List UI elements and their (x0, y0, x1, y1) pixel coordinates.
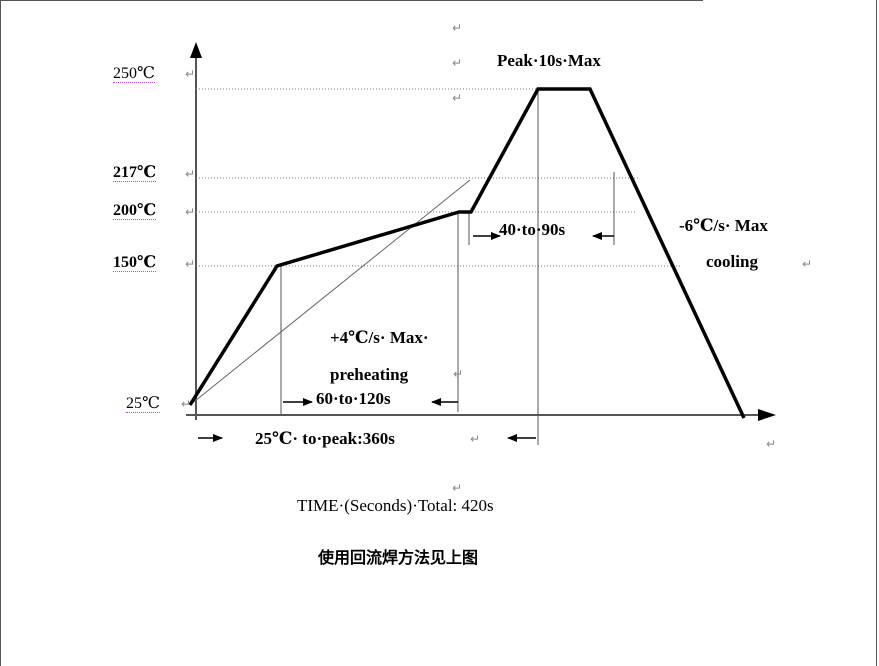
frame-left-border (0, 0, 1, 666)
temp-label-250: 250℃ (113, 65, 155, 83)
peak-label: Peak·10s·Max (497, 51, 601, 70)
cooling-word-label: cooling (706, 252, 758, 271)
temp-label-217: 217℃ (113, 164, 157, 182)
frame-top-border (0, 0, 703, 1)
para-mark: ↵ (185, 257, 196, 271)
temp-label-150: 150℃ (113, 254, 157, 272)
preheat-word-label: preheating (330, 365, 409, 384)
para-mark: ↵ (452, 21, 463, 35)
frame-right-border (876, 0, 877, 666)
time-caption: TIME·(Seconds)·Total: 420s (297, 496, 494, 515)
para-mark: ↵ (802, 257, 813, 271)
temp-label-25: 25℃ (126, 395, 160, 413)
chinese-caption: 使用回流焊方法见上图 (318, 548, 479, 567)
para-mark: ↵ (452, 481, 463, 495)
to-peak-label: 25℃· to·peak:360s (255, 429, 395, 448)
preheat-rate-label: +4℃/s· Max· (330, 328, 429, 347)
interval-60-120-label: 60·to·120s (316, 389, 391, 408)
para-mark: ↵ (452, 91, 463, 105)
ramp-guide-line (189, 179, 471, 406)
para-mark: ↵ (185, 167, 196, 181)
temp-label-200: 200℃ (113, 202, 157, 220)
cooling-rate-label: -6℃/s· Max (679, 216, 768, 235)
para-mark: ↵ (181, 397, 192, 411)
para-mark: ↵ (766, 437, 777, 451)
reflow-profile-curve (188, 87, 746, 419)
para-mark: ↵ (452, 56, 463, 70)
interval-40-90-label: 40·to·90s (499, 220, 566, 239)
y-axis-arrowhead (190, 42, 202, 58)
para-mark: ↵ (185, 67, 196, 81)
para-mark: ↵ (453, 367, 464, 381)
para-mark: ↵ (470, 432, 481, 446)
para-mark: ↵ (185, 205, 196, 219)
x-axis-arrowhead (758, 409, 776, 421)
